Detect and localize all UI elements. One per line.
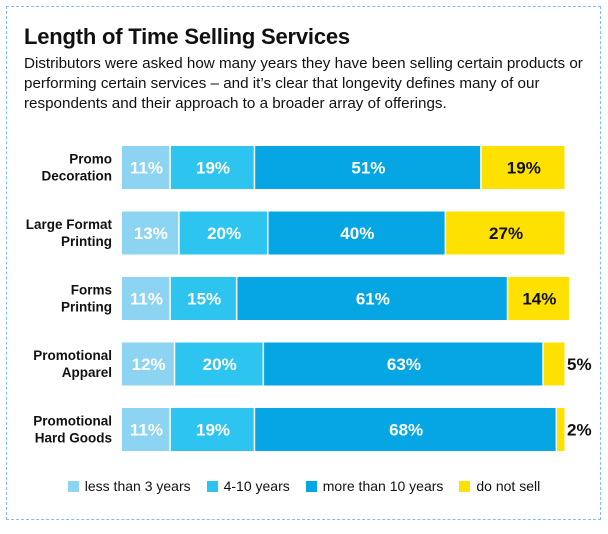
data-label: 12% <box>132 355 166 374</box>
chart-subtitle: Distributors were asked how many years t… <box>24 55 583 112</box>
bar-segment <box>237 277 507 320</box>
bar-segment <box>557 408 565 451</box>
data-label: 19% <box>507 159 541 178</box>
bar-segment <box>122 342 174 386</box>
legend-label: 4-10 years <box>223 478 290 494</box>
data-label: 13% <box>134 224 168 243</box>
bar-segment <box>170 408 254 451</box>
data-label: 63% <box>387 355 421 374</box>
data-label: 11% <box>130 421 163 440</box>
data-label: 15% <box>187 290 221 309</box>
data-label: 14% <box>522 290 556 309</box>
data-label: 19% <box>196 159 230 178</box>
category-label: Large Format Printing <box>26 217 113 249</box>
data-label: 11% <box>130 159 163 178</box>
bar-segment <box>170 146 254 189</box>
bar-segment <box>179 211 268 255</box>
bar-segment <box>255 146 481 189</box>
bar-segment <box>446 211 565 255</box>
bar-segment <box>170 277 236 320</box>
legend-item: do not sell <box>459 478 540 494</box>
legend-label: less than 3 years <box>84 478 191 494</box>
legend-item: less than 3 years <box>67 478 191 494</box>
data-label: 19% <box>196 421 230 440</box>
bar-segment <box>268 211 445 255</box>
data-label: 2% <box>567 421 592 440</box>
data-label: 61% <box>356 290 390 309</box>
chart-title: Length of Time Selling Services <box>24 24 350 49</box>
data-label: 5% <box>567 355 592 374</box>
legend-swatch <box>459 480 471 492</box>
data-label: 51% <box>351 159 385 178</box>
category-label: Forms Printing <box>61 283 112 315</box>
data-label: 68% <box>389 421 423 440</box>
bar-segment <box>508 277 569 320</box>
category-label: Promotional Apparel <box>33 348 112 380</box>
legend-swatch <box>305 480 317 492</box>
chart-legend: less than 3 years 4-10 years more than 10 … <box>0 478 608 494</box>
bar-segment <box>122 146 170 189</box>
bar-segment <box>481 146 565 189</box>
legend-item: more than 10 years <box>305 478 444 494</box>
legend-swatch <box>67 480 79 492</box>
data-label: 27% <box>489 224 523 243</box>
data-label: 11% <box>130 290 163 309</box>
bar-segment <box>175 342 263 386</box>
bar-segment <box>264 342 543 386</box>
bar-segment <box>255 408 556 451</box>
legend-label: do not sell <box>476 478 541 494</box>
legend-swatch <box>206 480 218 492</box>
data-label: 40% <box>340 224 374 243</box>
bar-segment <box>122 277 170 320</box>
data-label: 20% <box>203 355 237 374</box>
bar-segment <box>122 408 170 451</box>
bar-segment <box>543 342 565 386</box>
legend-item: 4-10 years <box>206 478 290 494</box>
category-label: Promo Decoration <box>41 152 112 184</box>
bar-segment <box>122 211 179 255</box>
chart-frame <box>6 6 601 520</box>
data-label: 20% <box>207 224 241 243</box>
legend-label: more than 10 years <box>322 478 444 494</box>
category-label: Promotional Hard Goods <box>33 414 112 446</box>
